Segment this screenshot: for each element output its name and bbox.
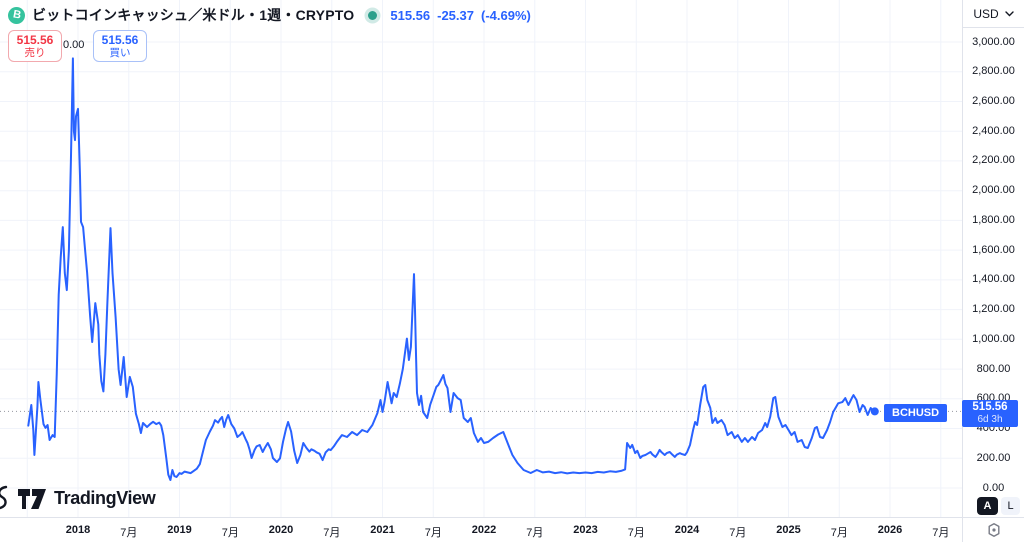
buy-button[interactable]: 515.56 買い <box>93 30 147 62</box>
time-axis-label: 2025 <box>776 524 801 536</box>
time-axis-label: 7月 <box>932 527 950 539</box>
time-axis-label: 7月 <box>323 527 341 539</box>
symbol-title[interactable]: ビットコインキャッシュ／米ドル・1週・CRYPTO <box>32 7 355 23</box>
price-axis-label: 200.00 <box>976 451 1011 464</box>
time-axis-label: 7月 <box>627 527 645 539</box>
time-axis-label: 2023 <box>573 524 598 536</box>
price-axis-label: 3,000.00 <box>972 35 1015 48</box>
tradingview-mark-icon <box>18 488 46 509</box>
price-change-percent: (-4.69%) <box>481 7 531 23</box>
price-axis-label: 2,200.00 <box>972 154 1015 167</box>
last-price: 515.56 <box>390 7 431 23</box>
gear-icon[interactable] <box>986 522 1002 538</box>
price-axis-label: 800.00 <box>976 362 1011 375</box>
time-axis-label: 2019 <box>167 524 192 536</box>
log-scale-button[interactable]: L <box>1001 497 1020 515</box>
price-axis-label: 0.00 <box>982 481 1005 494</box>
time-axis-label: 7月 <box>729 527 747 539</box>
last-price-axis-value: 515.56 <box>972 401 1008 413</box>
currency-dropdown[interactable]: USD <box>963 0 1024 28</box>
time-axis[interactable]: 2018 7月 2019 7月 2020 7月 2021 7月 2022 7月 2023 7月 2024… <box>0 517 962 542</box>
price-axis-label: 2,600.00 <box>972 94 1015 107</box>
high-point-label: 0.00 <box>63 39 85 51</box>
time-axis-label: 2022 <box>471 524 497 536</box>
price-axis-label: 1,200.00 <box>972 303 1015 316</box>
bar-countdown: 6d 3h <box>977 414 1003 425</box>
time-axis-label: 2026 <box>877 524 903 536</box>
price-change: -25.37 <box>437 7 474 23</box>
last-price-axis-tag[interactable]: 515.56 6d 3h <box>962 400 1018 427</box>
axis-settings-corner <box>962 517 1024 542</box>
tradingview-logo[interactable]: TradingView <box>0 485 156 512</box>
price-axis-label: 2,400.00 <box>972 124 1015 137</box>
chart-legend[interactable]: B ビットコインキャッシュ／米ドル・1週・CRYPTO 515.56 -25.3… <box>8 5 531 25</box>
price-axis-label: 1,400.00 <box>972 273 1015 286</box>
price-axis-label: 2,000.00 <box>972 184 1015 197</box>
sell-price: 515.56 <box>16 32 54 47</box>
chart-plot-area[interactable] <box>0 0 962 517</box>
quote-values: 515.56 -25.37 (-4.69%) <box>390 8 531 23</box>
last-point-marker <box>870 407 879 416</box>
tradingview-wordmark: TradingView <box>54 488 156 508</box>
buy-label: 買い <box>109 46 131 59</box>
time-axis-label: 7月 <box>120 527 138 539</box>
time-axis-label: 2021 <box>370 524 395 536</box>
price-axis-label: 1,000.00 <box>972 332 1015 345</box>
time-axis-label: 7月 <box>424 527 442 539</box>
chevron-down-icon <box>1004 10 1014 16</box>
time-axis-label: 2020 <box>268 524 294 536</box>
time-axis-label: 7月 <box>221 527 239 539</box>
bitcoin-cash-icon: B <box>8 6 25 24</box>
currency-label: USD <box>973 6 999 21</box>
time-axis-label: 2024 <box>674 524 700 536</box>
price-axis-label: 1,600.00 <box>972 243 1015 256</box>
sell-button[interactable]: 515.56 売り <box>8 30 62 62</box>
buy-price: 515.56 <box>101 32 139 47</box>
price-axis-label: 1,800.00 <box>972 213 1015 226</box>
logo-curl-icon <box>0 485 8 510</box>
market-status-dot <box>368 10 378 20</box>
auto-scale-button[interactable]: A <box>977 497 998 515</box>
price-line-series <box>27 57 876 481</box>
time-axis-label: 2018 <box>65 524 91 536</box>
sell-label: 売り <box>24 46 46 59</box>
price-axis[interactable]: USD 3,000.00 2,800.00 2,600.00 2,400.00 2,20… <box>962 0 1024 517</box>
price-axis-label: 2,800.00 <box>972 65 1015 78</box>
time-axis-label: 7月 <box>830 527 848 539</box>
series-symbol-flag[interactable]: BCHUSD <box>884 404 948 422</box>
time-axis-label: 7月 <box>526 527 544 539</box>
